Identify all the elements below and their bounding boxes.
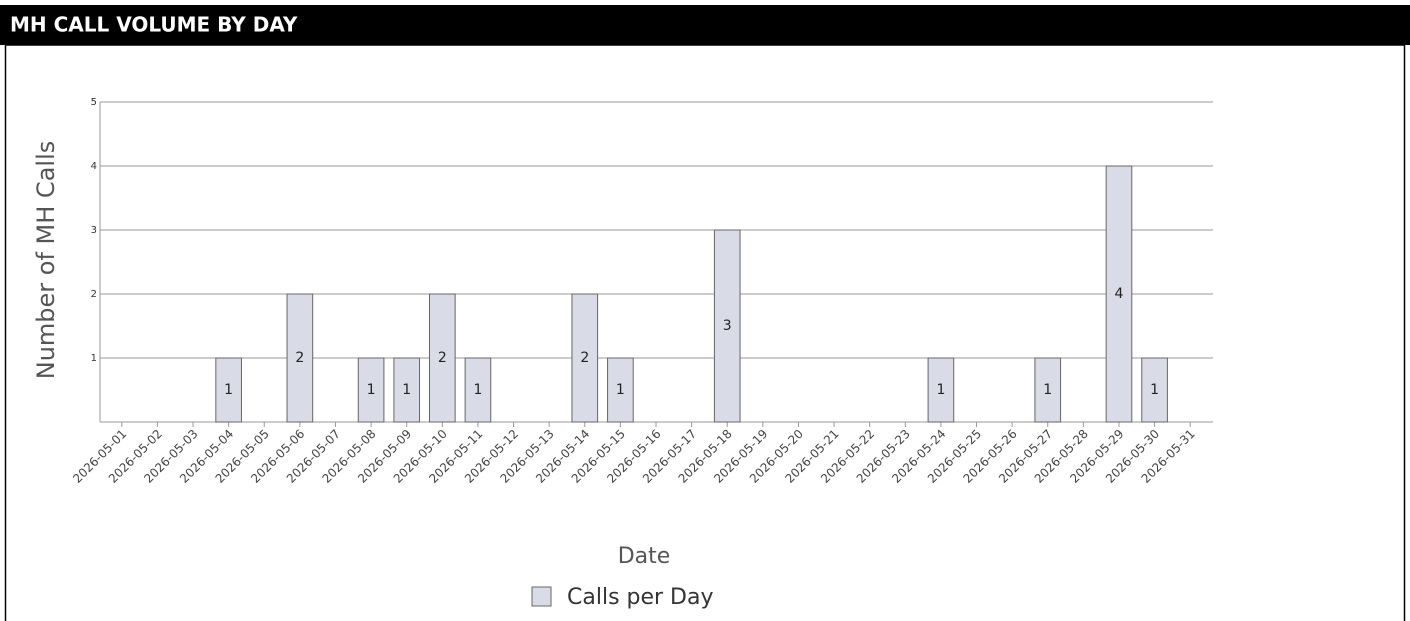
data-label: 4 xyxy=(1115,286,1124,302)
bar xyxy=(286,293,314,423)
data-label: 1 xyxy=(1150,382,1159,398)
data-label: 1 xyxy=(224,382,233,398)
bar xyxy=(393,357,421,423)
bar xyxy=(429,293,456,423)
data-label: 2 xyxy=(580,350,589,366)
bar xyxy=(464,357,492,423)
y-tick-label: 4 xyxy=(91,161,97,172)
data-label: 1 xyxy=(402,382,411,398)
y-tick-label: 3 xyxy=(91,225,97,236)
y-axis-label: Number of MH Calls xyxy=(32,141,60,380)
bar xyxy=(1141,357,1168,423)
bar xyxy=(215,357,242,423)
y-tick-label: 2 xyxy=(91,289,97,300)
data-label: 1 xyxy=(936,382,945,398)
bar xyxy=(927,357,955,423)
header-bar xyxy=(0,5,1410,45)
data-label: 1 xyxy=(367,382,376,398)
bar xyxy=(571,293,599,423)
data-label: 1 xyxy=(473,382,482,398)
data-label: 2 xyxy=(295,350,304,366)
x-axis-label: Date xyxy=(618,544,671,569)
bar xyxy=(713,229,741,423)
y-tick-label: 1 xyxy=(91,353,97,364)
bar xyxy=(357,357,385,423)
chart-title: MH CALL VOLUME BY DAY xyxy=(10,13,298,37)
bar xyxy=(607,357,634,423)
data-label: 3 xyxy=(723,318,732,334)
legend-swatch xyxy=(531,586,552,607)
bar xyxy=(1105,165,1133,423)
bar xyxy=(1034,357,1062,423)
data-label: 1 xyxy=(1043,382,1052,398)
legend-label: Calls per Day xyxy=(567,585,714,610)
y-tick-label: 5 xyxy=(91,97,97,108)
panel-border xyxy=(4,44,1406,621)
data-label: 2 xyxy=(438,350,447,366)
data-label: 1 xyxy=(616,382,625,398)
